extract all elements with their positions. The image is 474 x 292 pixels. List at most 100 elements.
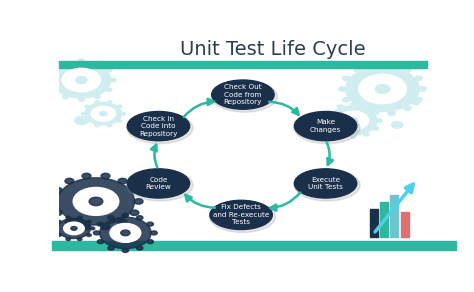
- Ellipse shape: [294, 169, 357, 198]
- Circle shape: [85, 120, 89, 122]
- Circle shape: [66, 216, 71, 219]
- Circle shape: [82, 173, 91, 179]
- Circle shape: [337, 111, 369, 130]
- Circle shape: [404, 106, 411, 110]
- Bar: [370, 209, 378, 237]
- Circle shape: [375, 85, 390, 93]
- Circle shape: [354, 106, 361, 110]
- Circle shape: [46, 78, 52, 82]
- Circle shape: [85, 105, 89, 108]
- Circle shape: [110, 223, 141, 242]
- Circle shape: [85, 102, 122, 125]
- Circle shape: [57, 178, 135, 225]
- Circle shape: [343, 98, 350, 102]
- Circle shape: [71, 227, 77, 230]
- Ellipse shape: [294, 112, 360, 144]
- Circle shape: [79, 98, 84, 101]
- Circle shape: [90, 227, 95, 230]
- Circle shape: [370, 63, 377, 67]
- Circle shape: [91, 106, 116, 121]
- Circle shape: [147, 222, 154, 226]
- Circle shape: [95, 101, 99, 103]
- Circle shape: [415, 98, 422, 102]
- Circle shape: [328, 111, 333, 114]
- Circle shape: [373, 127, 379, 130]
- Text: Make
Changes: Make Changes: [310, 119, 341, 133]
- Circle shape: [75, 77, 87, 84]
- Circle shape: [415, 76, 422, 81]
- Circle shape: [392, 121, 403, 128]
- Circle shape: [130, 210, 139, 215]
- Circle shape: [87, 220, 91, 223]
- Circle shape: [94, 61, 100, 65]
- Ellipse shape: [294, 169, 360, 201]
- Circle shape: [329, 106, 377, 135]
- Circle shape: [348, 118, 358, 123]
- Bar: [380, 202, 388, 237]
- Circle shape: [370, 111, 377, 115]
- Circle shape: [62, 68, 100, 92]
- Circle shape: [354, 68, 361, 72]
- Ellipse shape: [294, 112, 357, 141]
- Circle shape: [57, 218, 91, 239]
- Circle shape: [121, 230, 130, 236]
- Circle shape: [101, 173, 110, 179]
- Circle shape: [373, 111, 379, 114]
- Circle shape: [108, 101, 111, 103]
- Circle shape: [64, 222, 84, 235]
- Circle shape: [364, 133, 369, 136]
- Circle shape: [95, 124, 99, 127]
- Circle shape: [404, 68, 411, 72]
- Bar: [390, 195, 398, 237]
- Circle shape: [388, 111, 395, 115]
- Circle shape: [63, 61, 68, 65]
- Circle shape: [151, 231, 157, 235]
- Circle shape: [118, 120, 122, 122]
- Circle shape: [137, 216, 143, 220]
- Text: Execute
Unit Tests: Execute Unit Tests: [308, 177, 343, 190]
- Circle shape: [66, 88, 75, 94]
- Circle shape: [122, 213, 128, 217]
- Circle shape: [63, 95, 68, 99]
- Circle shape: [93, 231, 100, 235]
- Circle shape: [412, 100, 419, 105]
- Circle shape: [137, 246, 143, 250]
- Circle shape: [53, 210, 62, 215]
- Circle shape: [66, 238, 71, 241]
- Ellipse shape: [127, 112, 193, 144]
- Circle shape: [106, 69, 112, 72]
- Circle shape: [118, 105, 122, 108]
- Ellipse shape: [210, 200, 272, 230]
- Circle shape: [364, 105, 369, 108]
- Circle shape: [75, 117, 88, 124]
- Circle shape: [77, 216, 82, 219]
- Circle shape: [108, 124, 111, 127]
- Ellipse shape: [127, 112, 190, 141]
- Circle shape: [337, 133, 343, 136]
- Bar: [401, 212, 409, 237]
- Circle shape: [65, 219, 74, 225]
- Circle shape: [79, 59, 84, 62]
- Text: Unit Test Life Cycle: Unit Test Life Cycle: [180, 40, 365, 59]
- Circle shape: [122, 248, 128, 252]
- Text: Fix Defects
and Re-execute
Tests: Fix Defects and Re-execute Tests: [213, 204, 269, 225]
- Ellipse shape: [211, 81, 277, 112]
- Circle shape: [419, 87, 426, 91]
- Circle shape: [49, 199, 58, 204]
- Circle shape: [388, 63, 395, 67]
- Circle shape: [130, 187, 139, 193]
- Circle shape: [121, 112, 126, 115]
- Circle shape: [328, 127, 333, 130]
- Circle shape: [324, 119, 329, 122]
- Text: Code
Review: Code Review: [146, 177, 171, 190]
- Circle shape: [65, 178, 74, 184]
- Circle shape: [343, 76, 350, 81]
- Circle shape: [147, 240, 154, 244]
- Ellipse shape: [127, 169, 190, 198]
- Ellipse shape: [210, 201, 275, 232]
- Circle shape: [89, 197, 103, 206]
- Circle shape: [359, 74, 406, 104]
- Circle shape: [53, 227, 58, 230]
- Circle shape: [51, 69, 56, 72]
- Circle shape: [108, 216, 114, 220]
